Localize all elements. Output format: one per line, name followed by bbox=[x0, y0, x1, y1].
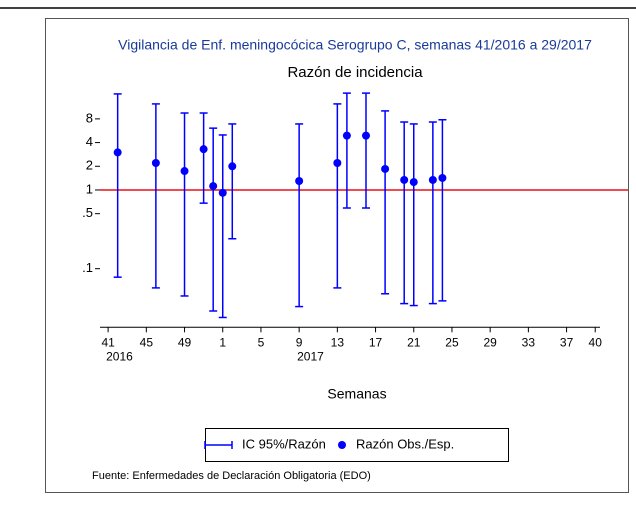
y-tick-label: .1 bbox=[82, 260, 93, 275]
point bbox=[151, 159, 160, 168]
point bbox=[409, 178, 418, 187]
x-tick-label: 21 bbox=[407, 335, 421, 349]
y-tick-label: 4 bbox=[86, 134, 93, 149]
point bbox=[428, 175, 437, 184]
point bbox=[438, 173, 447, 182]
y-tick-label: .5 bbox=[82, 205, 93, 220]
frame bbox=[45, 18, 629, 493]
legend-label: IC 95%/Razón bbox=[242, 436, 326, 451]
x-tick-label: 25 bbox=[445, 335, 459, 349]
point bbox=[381, 164, 390, 173]
point bbox=[228, 162, 237, 171]
x-tick-label: 33 bbox=[522, 335, 536, 349]
x-tick-label: 9 bbox=[296, 335, 303, 349]
point bbox=[180, 167, 189, 176]
point bbox=[295, 176, 304, 185]
point bbox=[199, 145, 208, 154]
point bbox=[342, 131, 351, 140]
x-tick-label: 40 bbox=[589, 335, 603, 349]
x-tick-label: 13 bbox=[331, 335, 345, 349]
x-year-label: 2017 bbox=[297, 349, 324, 363]
chart-title: Vigilancia de Enf. meningocócica Serogru… bbox=[118, 37, 592, 53]
x-tick-label: 29 bbox=[483, 335, 497, 349]
y-tick-label: 1 bbox=[86, 181, 93, 196]
x-tick-label: 17 bbox=[369, 335, 383, 349]
x-tick-label: 45 bbox=[140, 335, 154, 349]
y-tick-label: 2 bbox=[86, 158, 93, 173]
chart-subtitle: Razón de incidencia bbox=[287, 64, 423, 81]
x-tick-label: 37 bbox=[560, 335, 574, 349]
point bbox=[333, 159, 342, 168]
y-tick-label: 8 bbox=[86, 110, 93, 125]
x-year-label: 2016 bbox=[106, 349, 133, 363]
x-tick-label: 41 bbox=[101, 335, 115, 349]
point bbox=[400, 175, 409, 184]
x-tick-label: 49 bbox=[178, 335, 192, 349]
x-tick-label: 1 bbox=[219, 335, 226, 349]
legend-symbol bbox=[338, 441, 346, 449]
point bbox=[361, 131, 370, 140]
x-axis-label: Semanas bbox=[327, 386, 386, 402]
point bbox=[113, 148, 122, 157]
legend-label: Razón Obs./Esp. bbox=[356, 436, 454, 451]
point bbox=[209, 182, 218, 191]
x-tick-label: 5 bbox=[258, 335, 265, 349]
point bbox=[218, 188, 227, 197]
source-note: Fuente: Enfermedades de Declaración Obli… bbox=[92, 470, 371, 482]
